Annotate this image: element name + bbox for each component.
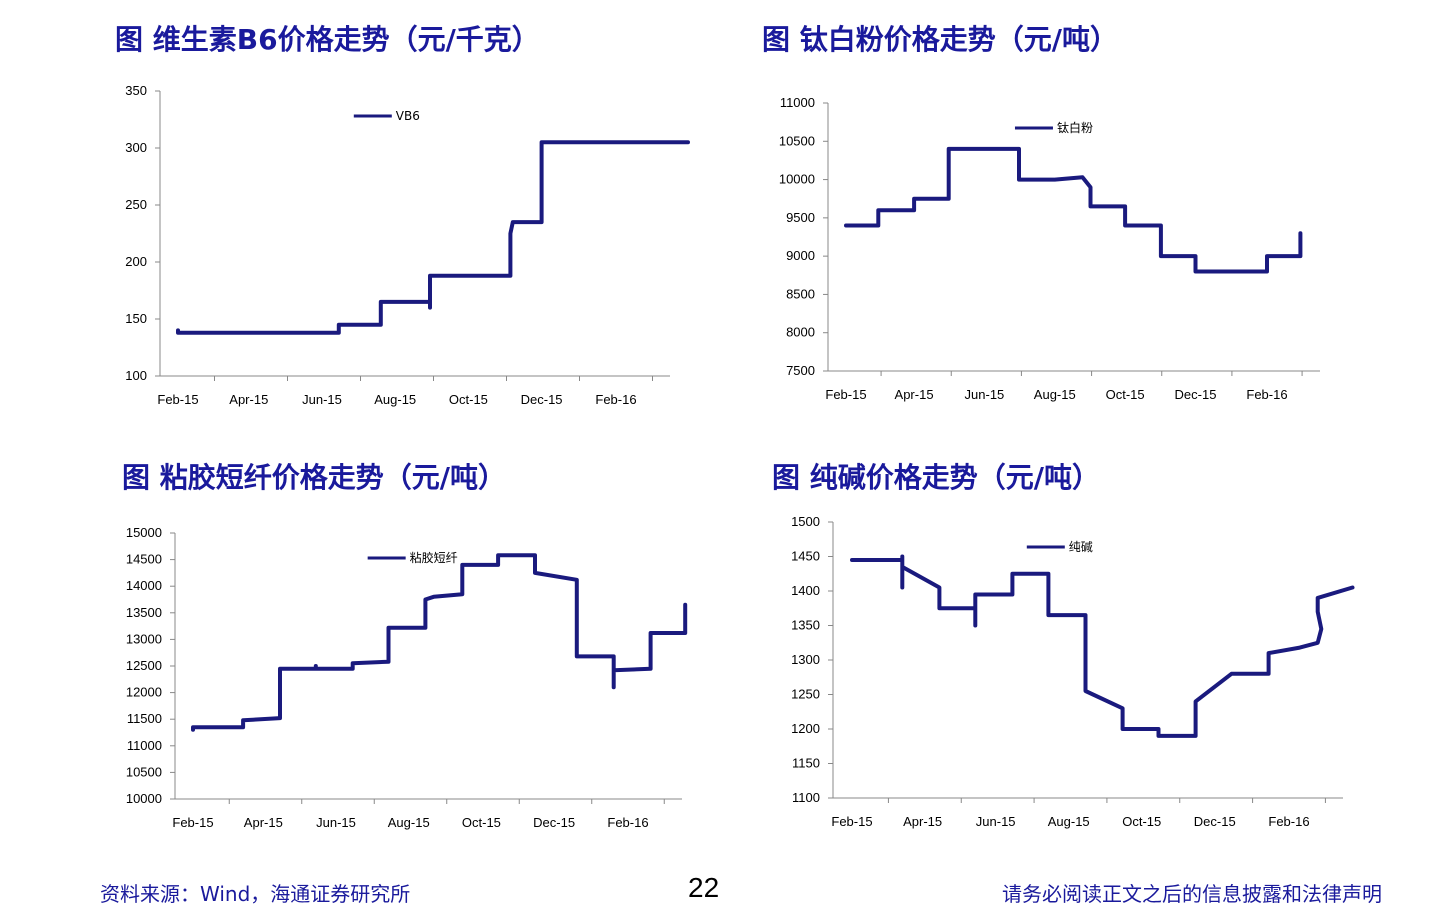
y-tick-label: 11000 — [780, 95, 815, 110]
x-tick-label: Apr-15 — [895, 387, 934, 402]
x-tick-label: Feb-15 — [831, 814, 872, 829]
source-note: 资料来源：Wind，海通证券研究所 — [100, 882, 411, 906]
y-tick-label: 1200 — [791, 721, 820, 736]
disclosure-notice: 请务必阅读正文之后的信息披露和法律声明 — [1002, 882, 1382, 906]
x-tick-label: Apr-15 — [903, 814, 942, 829]
y-tick-label: 8000 — [786, 325, 815, 340]
x-tick-label: Dec-15 — [1194, 814, 1236, 829]
x-tick-label: Oct-15 — [1122, 814, 1161, 829]
chart-title-vb6: 图 维生素B6价格走势（元/千克） — [115, 23, 540, 56]
x-tick-label: Jun-15 — [302, 392, 342, 407]
y-tick-label: 1300 — [791, 652, 820, 667]
y-tick-label: 12500 — [126, 658, 162, 673]
y-tick-label: 1450 — [791, 549, 820, 564]
x-tick-label: Apr-15 — [229, 392, 268, 407]
y-tick-label: 13000 — [126, 631, 162, 646]
y-tick-label: 300 — [125, 140, 147, 155]
soda-ash-price-chart: 1100 1150 1200 1250 1300 1350 1400 1450 1500 Feb-… — [791, 514, 1355, 829]
y-tick-label: 11500 — [127, 711, 162, 726]
chart-title-soda-ash: 图 纯碱价格走势（元/吨） — [772, 461, 1100, 494]
y-tick-label: 10000 — [779, 172, 815, 187]
y-tick-label: 150 — [125, 311, 147, 326]
y-tick-label: 350 — [125, 83, 147, 98]
y-tick-label: 15000 — [126, 525, 162, 540]
y-tick-label: 9000 — [786, 248, 815, 263]
page-number: 22 — [688, 872, 720, 903]
legend-label: 纯碱 — [1069, 540, 1093, 554]
y-tick-label: 200 — [125, 254, 147, 269]
x-tick-label: Feb-16 — [595, 392, 636, 407]
x-tick-label: Dec-15 — [521, 392, 563, 407]
x-tick-label: Feb-15 — [825, 387, 866, 402]
y-tick-label: 10000 — [126, 791, 162, 806]
x-tick-label: Jun-15 — [976, 814, 1016, 829]
y-tick-label: 1150 — [792, 756, 820, 771]
series-line-vb6 — [176, 140, 690, 335]
series-line-- — [191, 553, 688, 732]
legend-label: VB6 — [396, 109, 420, 123]
x-tick-label: Feb-16 — [1268, 814, 1309, 829]
x-tick-label: Jun-15 — [316, 815, 356, 830]
x-tick-label: Apr-15 — [244, 815, 283, 830]
y-tick-label: 100 — [125, 368, 147, 383]
y-tick-label: 10500 — [126, 764, 162, 779]
chart-title-titanium-dioxide: 图 钛白粉价格走势（元/吨） — [762, 23, 1118, 56]
y-tick-label: 13500 — [126, 605, 162, 620]
legend-label: 粘胶短纤 — [410, 550, 458, 565]
y-tick-label: 1350 — [791, 618, 820, 633]
vb6-price-chart: 100 150 200 250 300 350 Feb-15 Apr-15 Jun-15 Aug-… — [125, 83, 690, 407]
legend-label: 钛白粉 — [1057, 120, 1093, 135]
series-line-- — [850, 554, 1355, 738]
x-tick-label: Feb-15 — [172, 815, 213, 830]
x-tick-label: Dec-15 — [1175, 387, 1217, 402]
y-tick-label: 14500 — [126, 552, 162, 567]
x-tick-label: Feb-16 — [607, 815, 648, 830]
x-tick-label: Aug-15 — [388, 815, 430, 830]
viscose-staple-fiber-price-chart: 10000 10500 11000 11500 12000 12500 13000 13500… — [126, 525, 688, 830]
y-tick-label: 8500 — [786, 286, 815, 301]
y-tick-label: 12000 — [126, 685, 162, 700]
x-tick-label: Aug-15 — [1034, 387, 1076, 402]
y-tick-label: 9500 — [786, 210, 815, 225]
x-tick-label: Jun-15 — [965, 387, 1005, 402]
y-tick-label: 1400 — [791, 583, 820, 598]
y-tick-label: 14000 — [126, 578, 162, 593]
x-tick-label: Aug-15 — [1048, 814, 1090, 829]
x-tick-label: Feb-15 — [157, 392, 198, 407]
y-tick-label: 1250 — [791, 687, 820, 702]
titanium-dioxide-price-chart: 7500 8000 8500 9000 9500 10000 10500 11000 Feb-1… — [779, 95, 1320, 402]
x-tick-label: Feb-16 — [1246, 387, 1287, 402]
y-tick-label: 10500 — [779, 133, 815, 148]
x-tick-label: Oct-15 — [1106, 387, 1145, 402]
x-tick-label: Dec-15 — [533, 815, 575, 830]
x-tick-label: Aug-15 — [374, 392, 416, 407]
x-tick-label: Oct-15 — [462, 815, 501, 830]
y-tick-label: 7500 — [786, 363, 815, 378]
y-tick-label: 250 — [125, 197, 147, 212]
x-tick-label: Oct-15 — [449, 392, 488, 407]
y-tick-label: 11000 — [127, 738, 162, 753]
chart-title-viscose-staple-fiber: 图 粘胶短纤价格走势（元/吨） — [122, 461, 506, 494]
y-tick-label: 1500 — [791, 514, 820, 529]
y-tick-label: 1100 — [792, 790, 820, 805]
series-line-- — [844, 146, 1303, 274]
